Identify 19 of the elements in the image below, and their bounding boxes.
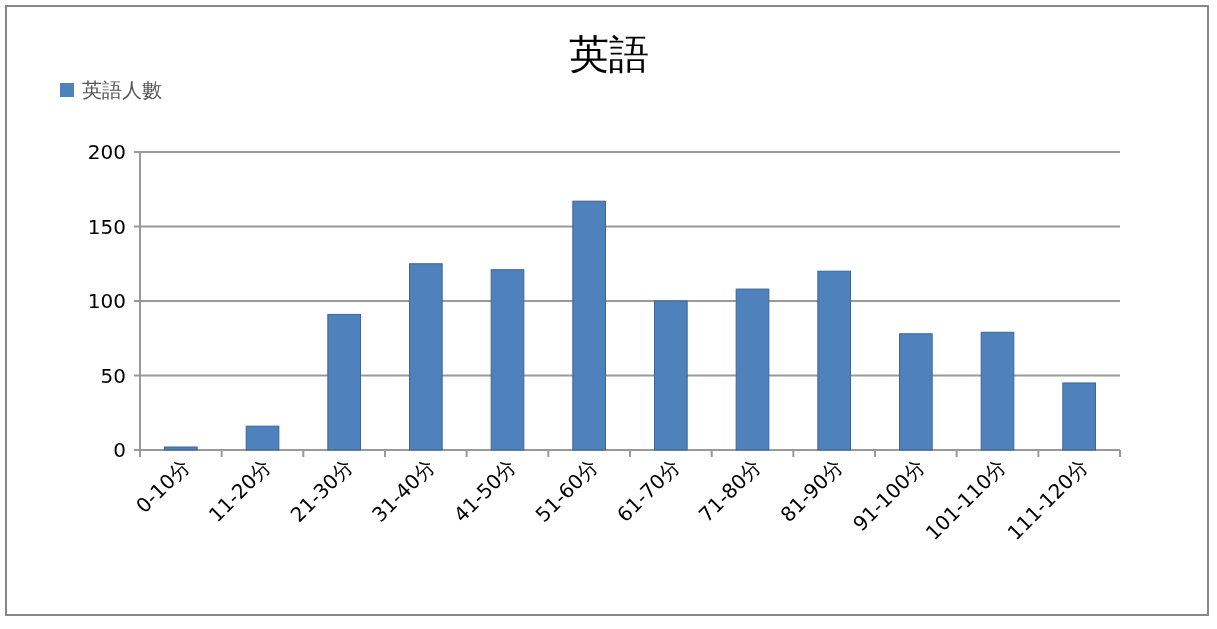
- bar: [980, 331, 1015, 451]
- bar: [817, 270, 851, 451]
- bar: [572, 200, 606, 451]
- bar: [490, 269, 525, 451]
- bar: [409, 263, 443, 451]
- bar: [899, 333, 933, 451]
- bar: [164, 446, 198, 451]
- bar: [654, 300, 688, 451]
- bar: [327, 313, 361, 451]
- y-tick-label: 150: [87, 214, 126, 239]
- y-tick-label: 100: [87, 289, 126, 313]
- legend-label: 英語人數: [82, 78, 162, 102]
- y-tick-label: 0: [113, 438, 126, 462]
- bar: [1062, 382, 1096, 451]
- y-tick-label: 50: [100, 363, 126, 388]
- bar: [245, 425, 280, 451]
- y-tick-label: 200: [87, 140, 126, 164]
- bar: [735, 288, 770, 451]
- chart-title: 英語: [568, 31, 649, 77]
